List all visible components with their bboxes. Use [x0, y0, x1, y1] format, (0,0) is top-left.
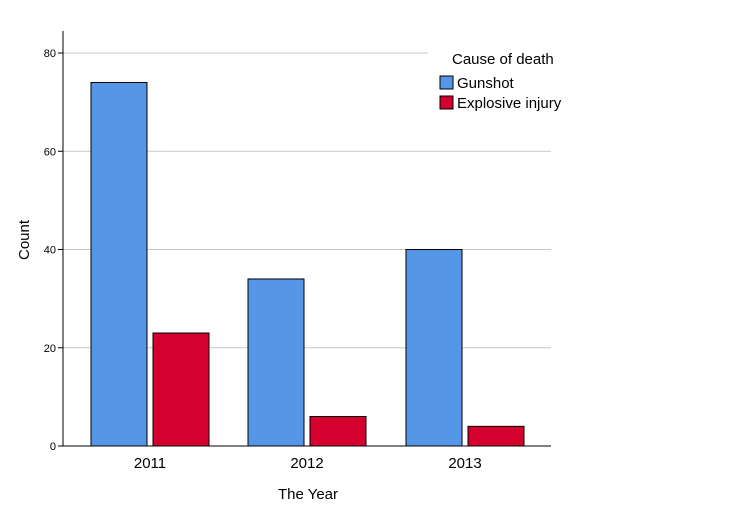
x-axis-ticks: 2011 2012 2013 [134, 455, 482, 472]
y-tick-label: 0 [50, 441, 56, 453]
x-tick-label: 2011 [134, 455, 166, 472]
bar-gunshot-2012 [247, 278, 305, 447]
y-tick-label: 20 [44, 343, 56, 355]
y-axis-title: Count [16, 219, 33, 260]
legend-label: Gunshot [457, 75, 515, 92]
y-tick-label: 60 [44, 146, 56, 158]
legend-title: Cause of death [452, 51, 554, 68]
bar-gunshot-2011 [90, 81, 148, 447]
legend-swatch [439, 75, 454, 90]
bar-explosive-injury-2012 [309, 416, 367, 447]
legend-items: Gunshot Explosive injury [439, 75, 562, 112]
x-axis-title: The Year [278, 486, 338, 503]
bar-explosive-injury-2013 [467, 425, 525, 447]
legend: Cause of death Gunshot Explosive injury [430, 42, 590, 120]
bar-explosive-injury-2011 [152, 332, 210, 447]
legend-label: Explosive injury [457, 95, 562, 112]
y-axis-ticks: 0 20 40 60 80 [44, 48, 63, 453]
legend-swatch [439, 95, 454, 110]
bars [90, 81, 525, 447]
y-tick-label: 40 [44, 245, 56, 257]
legend-background [430, 42, 590, 120]
bar-gunshot-2013 [405, 249, 463, 447]
x-tick-label: 2013 [448, 455, 481, 472]
x-tick-label: 2012 [290, 455, 323, 472]
y-tick-label: 80 [44, 48, 56, 60]
